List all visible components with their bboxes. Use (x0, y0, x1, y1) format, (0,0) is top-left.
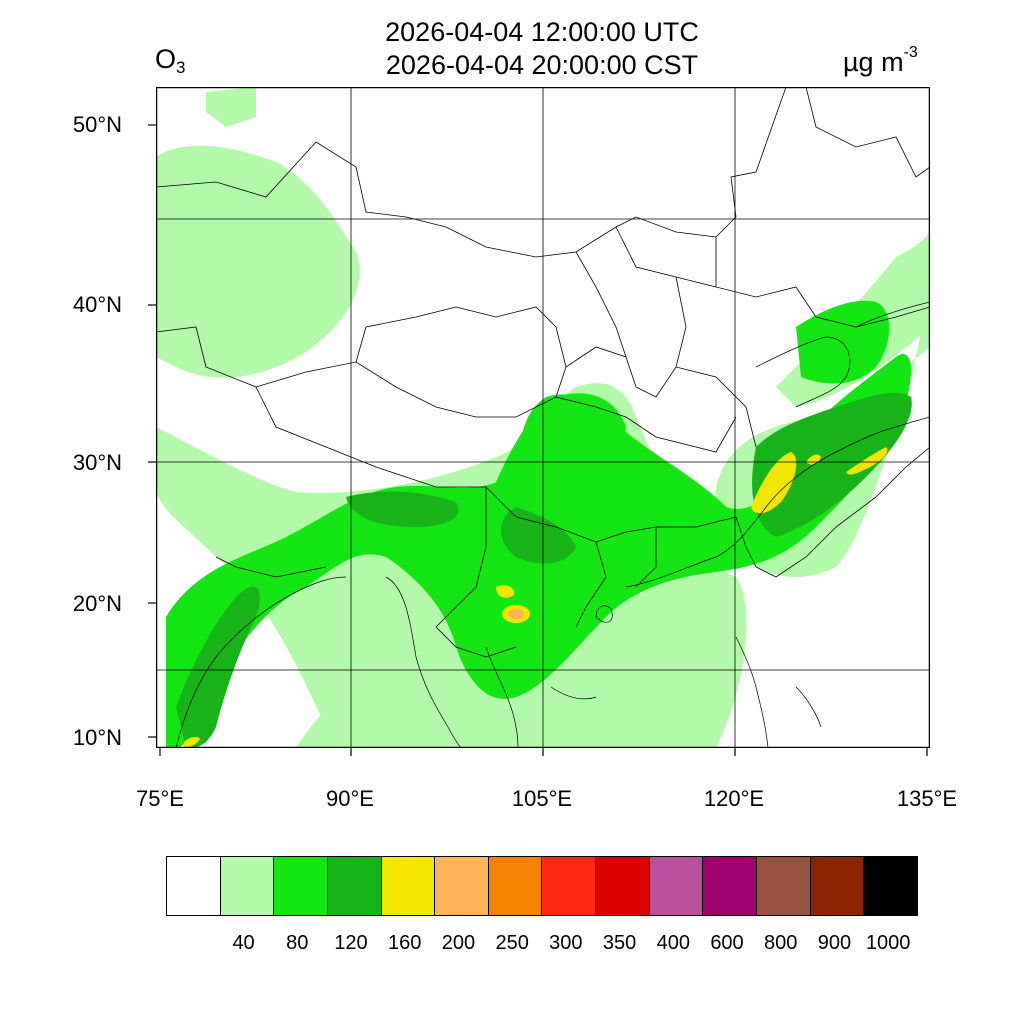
colorbar-label: 400 (656, 932, 690, 954)
colorbar-box (864, 857, 917, 915)
colorbar-label: 160 (388, 932, 422, 954)
admin-borders (156, 87, 930, 658)
colorbar-box (649, 857, 704, 915)
colorbar-label: 600 (710, 932, 744, 954)
lat-tick-30: 30°N (72, 450, 122, 475)
colorbar-label: 200 (441, 932, 476, 954)
colorbar-box (167, 857, 221, 915)
colorbar (166, 856, 918, 916)
lon-tick-75: 75°E (136, 786, 184, 811)
concentration-160-200 (184, 447, 888, 748)
title-utc: 2026-04-04 12:00:00 UTC (385, 17, 699, 47)
variable-label: O3 (155, 44, 185, 78)
concentration-200-250 (508, 609, 524, 619)
colorbar-label: 250 (495, 932, 529, 954)
lat-tick-20: 20°N (72, 591, 122, 616)
colorbar-label: 350 (602, 932, 637, 954)
colorbar-box (381, 857, 436, 915)
colorbar-box (757, 857, 811, 915)
title-cst: 2026-04-04 20:00:00 CST (385, 50, 699, 80)
colorbar-label: 300 (549, 932, 583, 954)
map-frame (156, 87, 930, 748)
lat-tick-40: 40°N (72, 292, 122, 317)
unit-base: µg m (843, 47, 904, 77)
colorbar-box (810, 857, 865, 915)
coastlines (175, 301, 930, 748)
colorbar-box (542, 857, 597, 915)
graticule (156, 87, 930, 748)
colorbar-box (596, 857, 650, 915)
unit-label: µg m-3 (843, 44, 918, 78)
colorbar-box (220, 857, 275, 915)
colorbar-label: 120 (334, 932, 368, 954)
lon-tick-105: 105°E (511, 786, 573, 811)
colorbar-label: 1000 (865, 932, 911, 954)
colorbar-label: 900 (817, 932, 852, 954)
lon-tick-120: 120°E (703, 786, 765, 811)
variable-subscript: 3 (176, 58, 186, 77)
colorbar-label: 80 (286, 932, 309, 954)
lon-tick-135: 135°E (896, 786, 958, 811)
colorbar-box (488, 857, 543, 915)
lat-tick-50: 50°N (72, 112, 122, 137)
colorbar-box (327, 857, 382, 915)
colorbar-box (274, 857, 328, 915)
concentration-120-160 (176, 392, 912, 748)
lon-tick-90: 90°E (326, 786, 374, 811)
colorbar-label: 800 (764, 932, 798, 954)
colorbar-box (703, 857, 758, 915)
unit-exponent: -3 (903, 44, 918, 61)
colorbar-box (435, 857, 489, 915)
ozone-map (156, 87, 930, 748)
colorbar-label: 40 (232, 932, 255, 954)
variable-name: O (155, 44, 177, 74)
lat-tick-10: 10°N (72, 725, 122, 750)
